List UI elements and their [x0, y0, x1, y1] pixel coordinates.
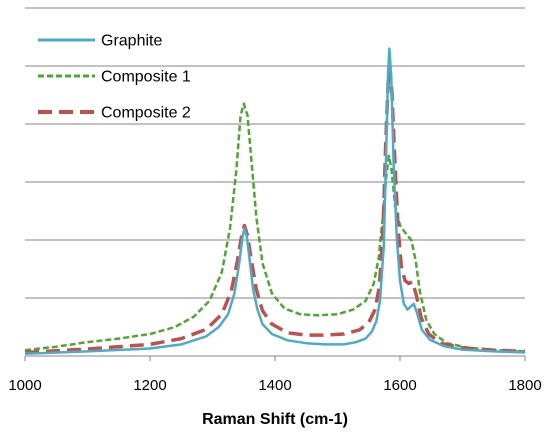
- series-lines: [24, 47, 526, 355]
- x-tick-label: 1600: [383, 377, 416, 394]
- gridlines: [25, 7, 525, 299]
- x-tick-label: 1800: [508, 377, 541, 394]
- x-axis-title: Raman Shift (cm-1): [202, 411, 348, 428]
- x-tick-label: 1000: [8, 377, 41, 394]
- legend-label: Graphite: [101, 33, 162, 50]
- x-axis-ticks: 1000 1200 1400 1600 1800: [8, 356, 542, 394]
- x-tick-label: 1200: [133, 377, 166, 394]
- series-line-composite-1: [24, 102, 526, 353]
- series-line-composite-2: [24, 67, 526, 355]
- series-line-graphite: [24, 47, 526, 355]
- x-tick-label: 1400: [258, 377, 291, 394]
- legend: Graphite Composite 1 Composite 2: [38, 33, 191, 122]
- legend-label: Composite 2: [101, 105, 191, 122]
- legend-label: Composite 1: [101, 69, 191, 86]
